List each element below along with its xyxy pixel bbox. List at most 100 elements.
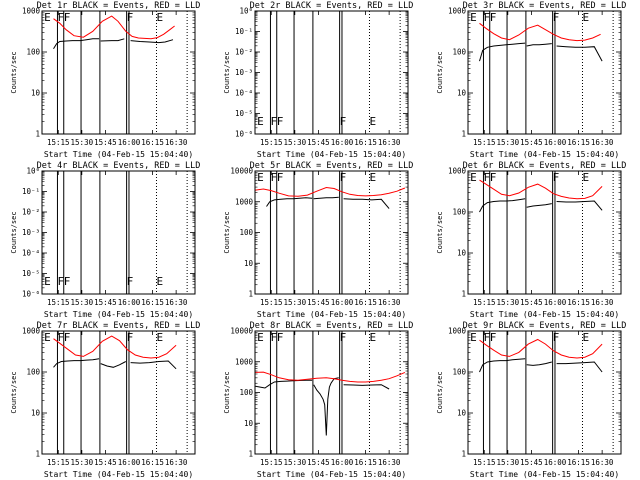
event-marker-label: F	[127, 275, 134, 288]
detector-panel: Det 8r BLACK = Events, RED = LLD Counts/s…	[223, 321, 413, 479]
event-marker-label: F	[64, 11, 71, 24]
y-tick-label: 10⁻⁴	[235, 89, 253, 98]
detector-panel: Det 7r BLACK = Events, RED = LLD Counts/s…	[10, 321, 200, 479]
event-marker-label: E	[369, 171, 376, 184]
x-tick-label: 15:30	[284, 298, 307, 307]
y-axis-label: Counts/sec	[10, 211, 18, 253]
event-marker-label: F	[127, 11, 134, 24]
x-tick-label: 16:00	[331, 138, 354, 147]
lld-series-line	[479, 179, 603, 200]
y-tick-label: 100	[26, 368, 40, 377]
event-marker-label: F	[277, 331, 284, 344]
x-tick-label: 15:45	[307, 298, 330, 307]
event-marker-label: F	[127, 331, 134, 344]
event-marker-label: E	[44, 11, 51, 24]
x-tick-label: 16:15	[354, 138, 377, 147]
x-tick-label: 15:45	[94, 298, 117, 307]
event-marker-label: F	[64, 331, 71, 344]
event-marker-label: F	[277, 115, 284, 128]
events-series-line	[479, 198, 526, 213]
x-axis-label: Start Time (04-Feb-15 15:04:40)	[470, 310, 619, 319]
events-series-line	[130, 360, 177, 370]
y-tick-label: 100	[239, 228, 253, 237]
event-marker-label: E	[44, 331, 51, 344]
x-tick-label: 15:30	[71, 298, 94, 307]
y-tick-label: 100	[452, 368, 466, 377]
panel-title: Det 8r BLACK = Events, RED = LLD	[250, 321, 414, 331]
x-tick-label: 16:00	[544, 138, 567, 147]
x-tick-label: 15:45	[520, 458, 543, 467]
y-tick-label: 1	[35, 450, 40, 459]
events-series-line	[343, 384, 390, 390]
panel-title: Det 9r BLACK = Events, RED = LLD	[463, 321, 627, 331]
x-tick-label: 15:30	[497, 138, 520, 147]
events-series-line	[100, 38, 125, 42]
x-axis-label: Start Time (04-Feb-15 15:04:40)	[44, 470, 193, 479]
event-marker-label: E	[257, 115, 264, 128]
x-tick-label: 16:00	[544, 458, 567, 467]
x-tick-label: 15:15	[473, 458, 496, 467]
x-tick-label: 15:15	[47, 138, 70, 147]
y-tick-label: 10⁻³	[22, 228, 40, 237]
events-series-line	[479, 42, 526, 62]
event-marker-label: F	[483, 331, 490, 344]
x-tick-label: 16:00	[118, 298, 141, 307]
y-tick-label: 1000	[22, 327, 41, 336]
y-tick-label: 10	[244, 259, 254, 268]
event-marker-label: F	[270, 171, 277, 184]
y-tick-label: 100	[452, 208, 466, 217]
event-marker-label: F	[553, 11, 560, 24]
x-tick-label: 16:30	[378, 298, 401, 307]
y-axis-label: Counts/sec	[223, 211, 231, 253]
y-axis-label: Counts/sec	[10, 371, 18, 413]
x-tick-label: 16:15	[141, 298, 164, 307]
x-tick-label: 16:15	[354, 458, 377, 467]
panel-title: Det 6r BLACK = Events, RED = LLD	[463, 161, 627, 171]
events-series-line	[556, 200, 603, 211]
y-tick-label: 10⁻²	[235, 48, 253, 57]
panel-title: Det 3r BLACK = Events, RED = LLD	[463, 1, 627, 11]
y-axis-label: Counts/sec	[223, 51, 231, 93]
events-series-line	[479, 358, 526, 373]
x-tick-label: 16:00	[544, 298, 567, 307]
detector-panel: Det 1r BLACK = Events, RED = LLD Counts/s…	[10, 1, 200, 159]
plot-frame	[41, 330, 196, 455]
event-marker-label: F	[553, 171, 560, 184]
events-series-line	[526, 203, 552, 208]
events-series-line	[313, 377, 339, 436]
x-tick-label: 15:15	[260, 458, 283, 467]
event-marker-label: E	[156, 331, 163, 344]
x-axis-label: Start Time (04-Feb-15 15:04:40)	[257, 310, 406, 319]
y-tick-label: 1000	[22, 7, 41, 16]
x-tick-label: 15:30	[71, 138, 94, 147]
x-tick-label: 15:15	[47, 298, 70, 307]
y-axis-label: Counts/sec	[436, 371, 444, 413]
x-tick-label: 16:00	[118, 138, 141, 147]
x-tick-label: 16:00	[331, 458, 354, 467]
x-tick-label: 15:45	[94, 138, 117, 147]
y-tick-label: 10	[31, 89, 41, 98]
y-tick-label: 1	[248, 450, 253, 459]
y-tick-label: 10⁻¹	[235, 27, 253, 36]
y-tick-label: 100	[26, 48, 40, 57]
x-tick-label: 16:30	[591, 298, 614, 307]
event-marker-label: E	[470, 331, 477, 344]
y-tick-label: 10⁻²	[22, 208, 40, 217]
x-tick-label: 16:30	[165, 138, 188, 147]
detector-panel: Det 6r BLACK = Events, RED = LLD Counts/s…	[436, 161, 626, 319]
event-marker-label: F	[490, 171, 497, 184]
y-tick-label: 100	[239, 388, 253, 397]
x-tick-label: 16:15	[141, 138, 164, 147]
x-tick-label: 16:15	[354, 298, 377, 307]
x-axis-label: Start Time (04-Feb-15 15:04:40)	[44, 310, 193, 319]
detector-panel: Det 9r BLACK = Events, RED = LLD Counts/s…	[436, 321, 626, 479]
x-tick-label: 15:15	[473, 138, 496, 147]
events-series-line	[53, 358, 100, 368]
y-tick-label: 10	[457, 249, 467, 258]
y-tick-label: 1	[461, 290, 466, 299]
event-marker-label: F	[270, 331, 277, 344]
x-tick-label: 15:45	[520, 298, 543, 307]
event-marker-label: F	[57, 331, 64, 344]
events-series-line	[53, 38, 100, 50]
lld-series-line	[255, 371, 406, 383]
